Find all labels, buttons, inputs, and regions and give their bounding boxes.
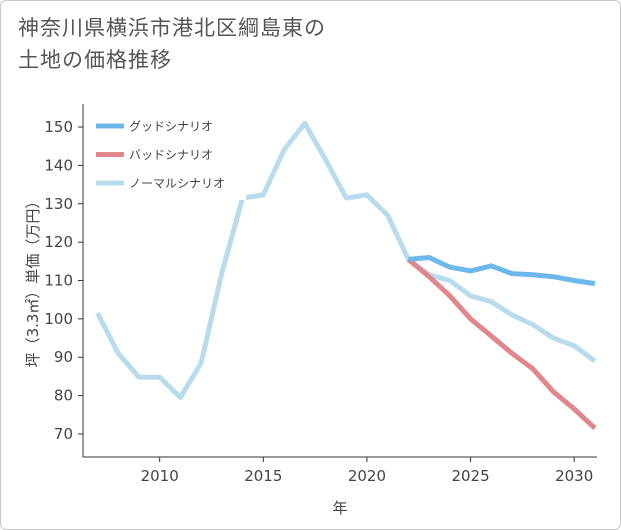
x-tick-label: 2025 [451,467,489,485]
y-tick-label: 150 [44,118,73,136]
x-tick-label: 2015 [244,467,282,485]
legend-label-0: グッドシナリオ [129,120,213,134]
y-tick-label: 110 [44,272,73,290]
y-tick-label: 80 [54,387,73,405]
x-tick-label: 2030 [555,467,593,485]
y-tick-label: 100 [44,310,73,328]
x-axis-title: 年 [332,499,347,517]
page-title: 神奈川県横浜市港北区綱島東の 土地の価格推移 [18,12,326,76]
y-tick-label: 130 [44,195,73,213]
series-line-0 [408,255,596,287]
y-tick-label: 120 [44,233,73,251]
title-line-1: 神奈川県横浜市港北区綱島東の [18,16,326,40]
legend-label-2: ノーマルシナリオ [129,177,225,191]
x-tick-label: 2020 [348,467,386,485]
y-axis-title: 坪（3.3㎡）単価（万円） [24,194,42,368]
title-line-2: 土地の価格推移 [18,48,172,72]
chart-axes: 70 80 90 100 110 120 130 140 150 2010 2015 2020 2025… [24,104,597,517]
x-tick-label: 2010 [141,467,179,485]
y-tick-label: 90 [54,348,73,366]
y-tick-label: 70 [54,425,73,443]
chart-series [95,120,597,431]
y-tick-label: 140 [44,156,73,174]
series-line-2 [95,120,597,400]
legend-label-1: バッドシナリオ [129,148,213,162]
series-line-1 [406,257,597,431]
